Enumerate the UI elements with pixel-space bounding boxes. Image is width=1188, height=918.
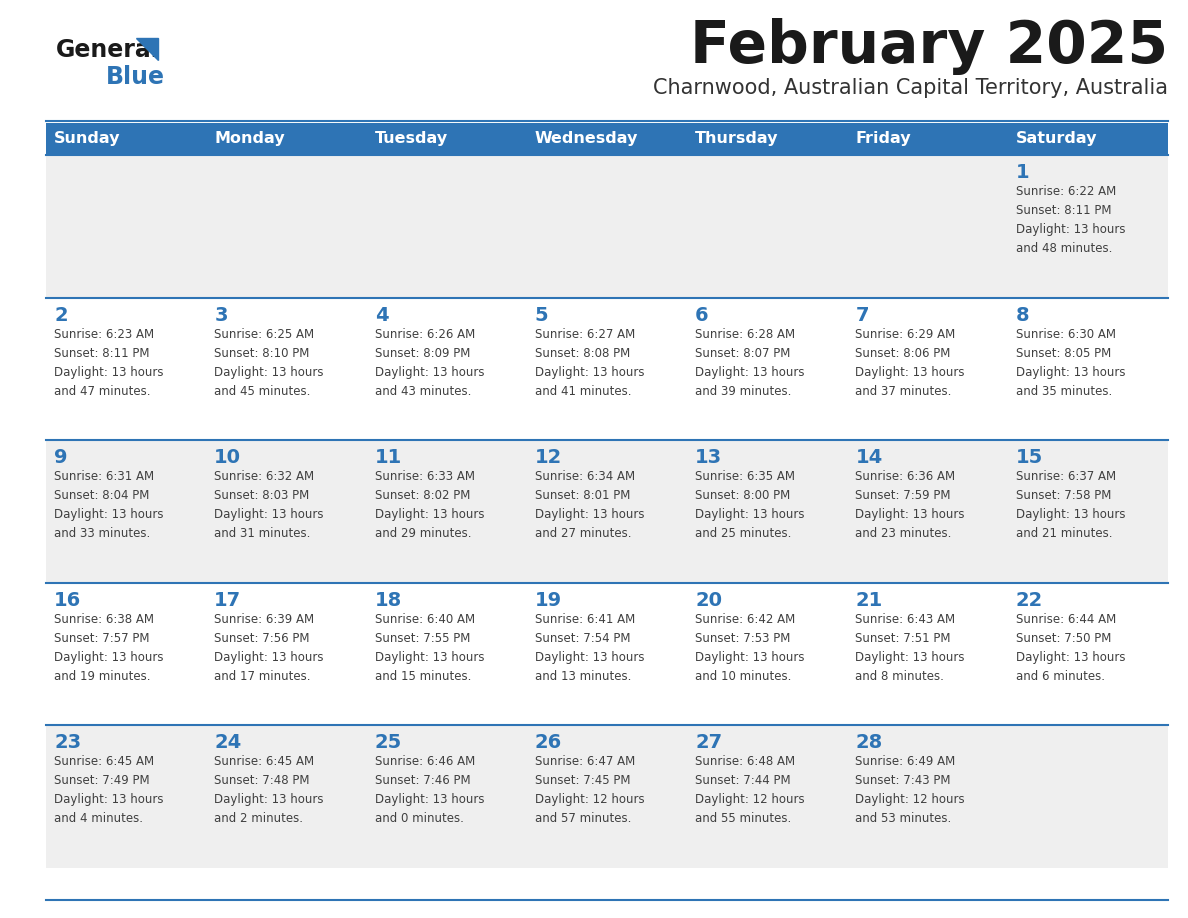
Text: 16: 16 xyxy=(53,591,81,610)
FancyBboxPatch shape xyxy=(1007,123,1168,155)
Text: Sunrise: 6:42 AM
Sunset: 7:53 PM
Daylight: 13 hours
and 10 minutes.: Sunrise: 6:42 AM Sunset: 7:53 PM Dayligh… xyxy=(695,613,804,683)
Text: Sunrise: 6:36 AM
Sunset: 7:59 PM
Daylight: 13 hours
and 23 minutes.: Sunrise: 6:36 AM Sunset: 7:59 PM Dayligh… xyxy=(855,470,965,540)
Text: 18: 18 xyxy=(374,591,402,610)
Text: Sunrise: 6:44 AM
Sunset: 7:50 PM
Daylight: 13 hours
and 6 minutes.: Sunrise: 6:44 AM Sunset: 7:50 PM Dayligh… xyxy=(1016,613,1125,683)
Text: Wednesday: Wednesday xyxy=(535,131,638,147)
Text: 4: 4 xyxy=(374,306,388,325)
Text: Sunrise: 6:28 AM
Sunset: 8:07 PM
Daylight: 13 hours
and 39 minutes.: Sunrise: 6:28 AM Sunset: 8:07 PM Dayligh… xyxy=(695,328,804,397)
Polygon shape xyxy=(135,38,158,60)
Text: 7: 7 xyxy=(855,306,868,325)
Text: 21: 21 xyxy=(855,591,883,610)
Text: 28: 28 xyxy=(855,733,883,753)
Text: 9: 9 xyxy=(53,448,68,467)
Text: Sunrise: 6:41 AM
Sunset: 7:54 PM
Daylight: 13 hours
and 13 minutes.: Sunrise: 6:41 AM Sunset: 7:54 PM Dayligh… xyxy=(535,613,644,683)
FancyBboxPatch shape xyxy=(46,155,1168,297)
Text: 15: 15 xyxy=(1016,448,1043,467)
Text: Sunrise: 6:45 AM
Sunset: 7:49 PM
Daylight: 13 hours
and 4 minutes.: Sunrise: 6:45 AM Sunset: 7:49 PM Dayligh… xyxy=(53,756,164,825)
Text: 1: 1 xyxy=(1016,163,1029,182)
Text: Monday: Monday xyxy=(214,131,285,147)
Text: Sunrise: 6:39 AM
Sunset: 7:56 PM
Daylight: 13 hours
and 17 minutes.: Sunrise: 6:39 AM Sunset: 7:56 PM Dayligh… xyxy=(214,613,324,683)
Text: Sunrise: 6:46 AM
Sunset: 7:46 PM
Daylight: 13 hours
and 0 minutes.: Sunrise: 6:46 AM Sunset: 7:46 PM Dayligh… xyxy=(374,756,484,825)
Text: 6: 6 xyxy=(695,306,709,325)
Text: 25: 25 xyxy=(374,733,402,753)
Text: Sunrise: 6:26 AM
Sunset: 8:09 PM
Daylight: 13 hours
and 43 minutes.: Sunrise: 6:26 AM Sunset: 8:09 PM Dayligh… xyxy=(374,328,484,397)
FancyBboxPatch shape xyxy=(207,123,367,155)
Text: 27: 27 xyxy=(695,733,722,753)
Text: 26: 26 xyxy=(535,733,562,753)
FancyBboxPatch shape xyxy=(367,123,526,155)
Text: Sunrise: 6:45 AM
Sunset: 7:48 PM
Daylight: 13 hours
and 2 minutes.: Sunrise: 6:45 AM Sunset: 7:48 PM Dayligh… xyxy=(214,756,324,825)
FancyBboxPatch shape xyxy=(46,297,1168,441)
Text: Sunrise: 6:35 AM
Sunset: 8:00 PM
Daylight: 13 hours
and 25 minutes.: Sunrise: 6:35 AM Sunset: 8:00 PM Dayligh… xyxy=(695,470,804,540)
Text: Sunrise: 6:29 AM
Sunset: 8:06 PM
Daylight: 13 hours
and 37 minutes.: Sunrise: 6:29 AM Sunset: 8:06 PM Dayligh… xyxy=(855,328,965,397)
Text: Blue: Blue xyxy=(106,65,165,89)
Text: Sunrise: 6:33 AM
Sunset: 8:02 PM
Daylight: 13 hours
and 29 minutes.: Sunrise: 6:33 AM Sunset: 8:02 PM Dayligh… xyxy=(374,470,484,540)
Text: Sunrise: 6:23 AM
Sunset: 8:11 PM
Daylight: 13 hours
and 47 minutes.: Sunrise: 6:23 AM Sunset: 8:11 PM Dayligh… xyxy=(53,328,164,397)
FancyBboxPatch shape xyxy=(46,441,1168,583)
FancyBboxPatch shape xyxy=(687,123,847,155)
Text: 23: 23 xyxy=(53,733,81,753)
Text: 11: 11 xyxy=(374,448,402,467)
Text: Sunrise: 6:48 AM
Sunset: 7:44 PM
Daylight: 12 hours
and 55 minutes.: Sunrise: 6:48 AM Sunset: 7:44 PM Dayligh… xyxy=(695,756,804,825)
FancyBboxPatch shape xyxy=(46,123,207,155)
FancyBboxPatch shape xyxy=(847,123,1007,155)
Text: Sunrise: 6:40 AM
Sunset: 7:55 PM
Daylight: 13 hours
and 15 minutes.: Sunrise: 6:40 AM Sunset: 7:55 PM Dayligh… xyxy=(374,613,484,683)
Text: Sunrise: 6:32 AM
Sunset: 8:03 PM
Daylight: 13 hours
and 31 minutes.: Sunrise: 6:32 AM Sunset: 8:03 PM Dayligh… xyxy=(214,470,324,540)
Text: 13: 13 xyxy=(695,448,722,467)
Text: February 2025: February 2025 xyxy=(690,18,1168,75)
Text: 10: 10 xyxy=(214,448,241,467)
Text: Saturday: Saturday xyxy=(1016,131,1098,147)
Text: Sunrise: 6:43 AM
Sunset: 7:51 PM
Daylight: 13 hours
and 8 minutes.: Sunrise: 6:43 AM Sunset: 7:51 PM Dayligh… xyxy=(855,613,965,683)
Text: Tuesday: Tuesday xyxy=(374,131,448,147)
Text: Sunrise: 6:47 AM
Sunset: 7:45 PM
Daylight: 12 hours
and 57 minutes.: Sunrise: 6:47 AM Sunset: 7:45 PM Dayligh… xyxy=(535,756,644,825)
Text: 17: 17 xyxy=(214,591,241,610)
Text: General: General xyxy=(56,38,160,62)
Text: 22: 22 xyxy=(1016,591,1043,610)
FancyBboxPatch shape xyxy=(526,123,687,155)
FancyBboxPatch shape xyxy=(46,725,1168,868)
Text: Sunrise: 6:22 AM
Sunset: 8:11 PM
Daylight: 13 hours
and 48 minutes.: Sunrise: 6:22 AM Sunset: 8:11 PM Dayligh… xyxy=(1016,185,1125,255)
Text: Sunrise: 6:30 AM
Sunset: 8:05 PM
Daylight: 13 hours
and 35 minutes.: Sunrise: 6:30 AM Sunset: 8:05 PM Dayligh… xyxy=(1016,328,1125,397)
FancyBboxPatch shape xyxy=(46,583,1168,725)
Text: Sunrise: 6:27 AM
Sunset: 8:08 PM
Daylight: 13 hours
and 41 minutes.: Sunrise: 6:27 AM Sunset: 8:08 PM Dayligh… xyxy=(535,328,644,397)
Text: 3: 3 xyxy=(214,306,228,325)
Text: 20: 20 xyxy=(695,591,722,610)
Text: Sunrise: 6:34 AM
Sunset: 8:01 PM
Daylight: 13 hours
and 27 minutes.: Sunrise: 6:34 AM Sunset: 8:01 PM Dayligh… xyxy=(535,470,644,540)
Text: Sunday: Sunday xyxy=(53,131,120,147)
Text: 2: 2 xyxy=(53,306,68,325)
Text: Friday: Friday xyxy=(855,131,911,147)
Text: Sunrise: 6:37 AM
Sunset: 7:58 PM
Daylight: 13 hours
and 21 minutes.: Sunrise: 6:37 AM Sunset: 7:58 PM Dayligh… xyxy=(1016,470,1125,540)
Text: Sunrise: 6:49 AM
Sunset: 7:43 PM
Daylight: 12 hours
and 53 minutes.: Sunrise: 6:49 AM Sunset: 7:43 PM Dayligh… xyxy=(855,756,965,825)
Text: Sunrise: 6:38 AM
Sunset: 7:57 PM
Daylight: 13 hours
and 19 minutes.: Sunrise: 6:38 AM Sunset: 7:57 PM Dayligh… xyxy=(53,613,164,683)
Text: 5: 5 xyxy=(535,306,549,325)
Text: 14: 14 xyxy=(855,448,883,467)
Text: Thursday: Thursday xyxy=(695,131,778,147)
Text: 19: 19 xyxy=(535,591,562,610)
Text: 8: 8 xyxy=(1016,306,1029,325)
Text: Charnwood, Australian Capital Territory, Australia: Charnwood, Australian Capital Territory,… xyxy=(653,78,1168,98)
Text: 24: 24 xyxy=(214,733,241,753)
Text: 12: 12 xyxy=(535,448,562,467)
Text: Sunrise: 6:25 AM
Sunset: 8:10 PM
Daylight: 13 hours
and 45 minutes.: Sunrise: 6:25 AM Sunset: 8:10 PM Dayligh… xyxy=(214,328,324,397)
Text: Sunrise: 6:31 AM
Sunset: 8:04 PM
Daylight: 13 hours
and 33 minutes.: Sunrise: 6:31 AM Sunset: 8:04 PM Dayligh… xyxy=(53,470,164,540)
